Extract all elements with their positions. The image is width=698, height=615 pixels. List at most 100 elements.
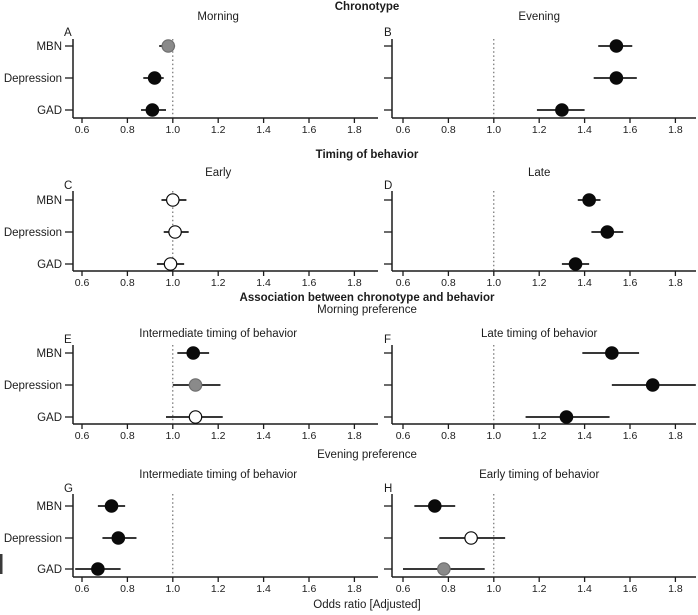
or-point-Depression (600, 225, 615, 239)
x-tick-label: 1.8 (347, 124, 362, 136)
x-tick-label: 0.8 (441, 583, 456, 595)
section-title-association: Association between chronotype and behav… (239, 292, 495, 304)
x-tick-label: 1.8 (668, 583, 683, 595)
x-tick-label: 1.2 (211, 124, 226, 136)
or-point-MBN (186, 346, 201, 360)
y-category-label: Depression (4, 73, 62, 85)
y-category-label: Depression (4, 227, 62, 239)
x-tick-label: 1.0 (486, 430, 501, 442)
x-tick-label: 0.8 (441, 124, 456, 136)
panel-B: Evening B 0.6 0.8 1.0 1.2 1.4 1.6 1.8 (384, 11, 696, 136)
x-tick-label: 1.6 (302, 583, 317, 595)
x-tick-label: 1.6 (302, 277, 317, 289)
x-tick-label: 0.6 (396, 583, 411, 595)
x-tick-label: 1.0 (486, 583, 501, 595)
panel-A: Morning A 0.6 0.8 1.0 1.2 1.4 1.6 1.8 MBN Depressi… (4, 11, 378, 136)
panel-letter: H (384, 483, 392, 495)
or-point-MBN (582, 193, 596, 207)
x-tick-label: 1.2 (211, 277, 226, 289)
x-tick-label: 0.6 (75, 277, 90, 289)
panel-D: Late D 0.6 0.8 1.0 1.2 1.4 1.6 1.8 (384, 167, 696, 289)
x-tick-label: 1.8 (668, 430, 683, 442)
or-point-Depression (609, 71, 624, 85)
or-point-Depression (188, 378, 203, 392)
x-tick-label: 1.2 (532, 430, 547, 442)
y-category-label: Depression (4, 533, 62, 545)
x-axis-label: Odds ratio [Adjusted] (313, 599, 421, 611)
panel-title: Late timing of behavior (481, 328, 598, 340)
section-title-timing-of-behavior: Timing of behavior (315, 149, 419, 161)
y-category-label: MBN (36, 41, 62, 53)
x-tick-label: 0.8 (120, 277, 135, 289)
or-point-GAD (188, 410, 203, 424)
panel-title: Intermediate timing of behavior (139, 328, 297, 340)
x-tick-label: 1.4 (256, 277, 271, 289)
y-category-label: Depression (4, 380, 62, 392)
x-tick-label: 1.8 (347, 277, 362, 289)
x-tick-label: 1.8 (347, 583, 362, 595)
or-point-MBN (104, 499, 119, 513)
panel-H: Early timing of behavior H 0.6 0.8 1.0 1.2 1.4… (384, 469, 696, 595)
panel-letter: D (384, 180, 392, 192)
panel-title: Late (528, 167, 550, 179)
or-point-GAD (437, 562, 451, 576)
x-tick-label: 1.6 (623, 124, 638, 136)
x-tick-label: 1.0 (165, 124, 180, 136)
y-category-label: GAD (37, 259, 62, 271)
or-point-GAD (91, 562, 105, 576)
or-point-MBN (605, 346, 619, 360)
x-tick-label: 0.8 (120, 583, 135, 595)
x-tick-label: 0.6 (396, 124, 411, 136)
panel-title: Early timing of behavior (479, 469, 599, 481)
x-tick-label: 0.6 (75, 583, 90, 595)
x-tick-label: 1.0 (486, 277, 501, 289)
x-tick-label: 1.8 (668, 277, 683, 289)
x-tick-label: 0.8 (120, 124, 135, 136)
x-tick-label: 1.4 (577, 583, 592, 595)
or-point-MBN (427, 499, 442, 513)
panel-F: Late timing of behavior F 0.6 0.8 1.0 1.2 1.4 1… (384, 328, 696, 442)
or-point-GAD (555, 103, 569, 117)
y-category-label: GAD (37, 412, 62, 424)
or-point-Depression (147, 71, 162, 85)
x-tick-label: 1.8 (668, 124, 683, 136)
panel-C: Early C 0.6 0.8 1.0 1.2 1.4 1.6 1.8 MBN Depression… (4, 167, 378, 289)
panel-letter: A (64, 27, 72, 39)
y-category-label: MBN (36, 195, 62, 207)
panel-title: Evening (518, 11, 560, 23)
x-tick-label: 0.8 (441, 430, 456, 442)
x-tick-label: 1.4 (577, 124, 592, 136)
panel-title: Intermediate timing of behavior (139, 469, 297, 481)
x-tick-label: 1.4 (577, 430, 592, 442)
x-tick-label: 1.4 (577, 277, 592, 289)
section-title-chronotype: Chronotype (334, 1, 400, 13)
x-tick-label: 0.6 (75, 124, 90, 136)
x-tick-label: 0.6 (396, 430, 411, 442)
y-category-label: MBN (36, 501, 62, 513)
y-category-label: MBN (36, 348, 62, 360)
panel-G: Intermediate timing of behavior G 0.6 0.8 1.… (4, 469, 378, 595)
panel-letter: E (64, 334, 72, 346)
or-point-Depression (168, 225, 182, 239)
x-tick-label: 1.2 (532, 124, 547, 136)
x-tick-label: 1.6 (302, 430, 317, 442)
or-point-MBN (161, 39, 176, 53)
x-tick-label: 0.6 (396, 277, 411, 289)
x-tick-label: 1.6 (623, 583, 638, 595)
x-tick-label: 1.4 (256, 430, 271, 442)
y-category-label: GAD (37, 564, 62, 576)
panel-letter: G (64, 483, 73, 495)
x-tick-label: 1.4 (256, 583, 271, 595)
panel-title: Morning (197, 11, 239, 23)
x-tick-label: 1.0 (486, 124, 501, 136)
cropped-edge-glyph (0, 554, 3, 574)
or-point-GAD (163, 257, 178, 271)
x-tick-label: 1.6 (623, 430, 638, 442)
panel-title: Early (205, 167, 231, 179)
x-tick-label: 1.0 (165, 430, 180, 442)
x-tick-label: 0.6 (75, 430, 90, 442)
section-subtitle-morning-preference: Morning preference (317, 304, 417, 316)
or-point-MBN (609, 39, 624, 53)
